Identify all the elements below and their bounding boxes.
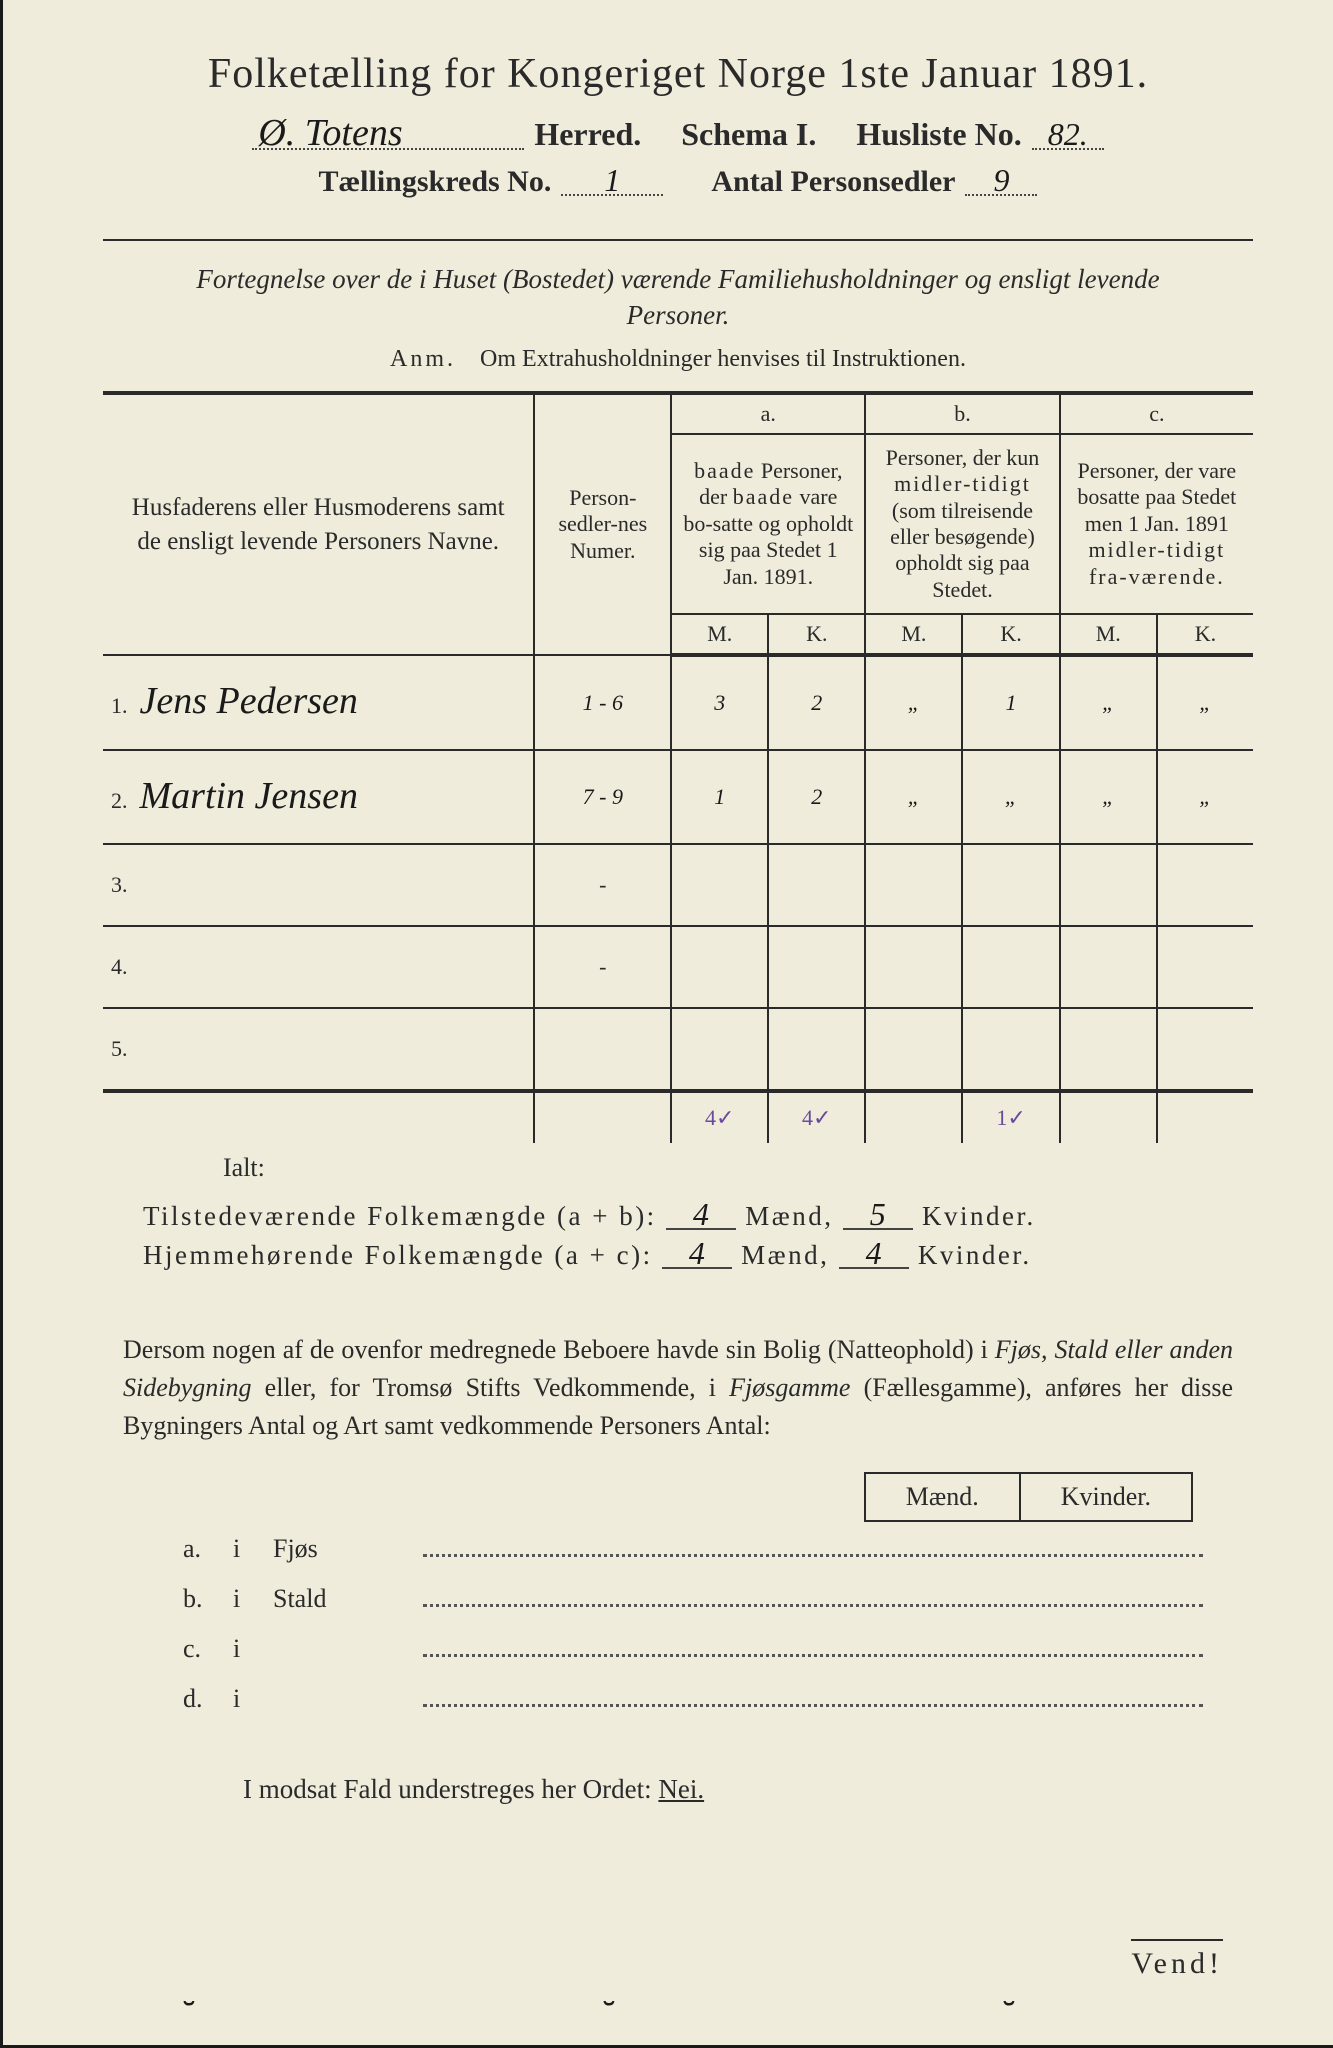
mk-header: M. (671, 614, 768, 655)
husliste-label: Husliste No. (856, 116, 1021, 153)
page-title: Folketælling for Kongeriget Norge 1ste J… (103, 50, 1253, 98)
mk-header: M. (865, 614, 962, 655)
mk-header: K. (1157, 614, 1253, 655)
tear-mark: ⏑ (1003, 1982, 1015, 2025)
kreds-label: Tællingskreds No. (319, 165, 552, 199)
cell: 3 (671, 655, 768, 750)
totals-line-1: Tilstedeværende Folkemængde (a + b): 4 M… (143, 1201, 1253, 1232)
person-name: Jens Pedersen (140, 680, 358, 722)
schema-label: Schema I. (681, 116, 816, 153)
header-line-2: Tællingskreds No. 1 Antal Personsedler 9 (103, 165, 1253, 199)
antal-label: Antal Personsedler (711, 165, 955, 199)
cell: „ (1060, 750, 1157, 844)
cell: „ (865, 655, 962, 750)
total-k: 5 (843, 1202, 913, 1230)
cell: 1 (962, 655, 1059, 750)
cell: „ (1060, 655, 1157, 750)
description: Fortegnelse over de i Huset (Bostedet) v… (143, 261, 1213, 334)
mk-header: M. (1060, 614, 1157, 655)
dotted-line (423, 1686, 1203, 1707)
col-a-label: a. (671, 393, 865, 434)
census-table: Husfaderens eller Husmoderens samt de en… (103, 391, 1253, 1143)
anm-text: Om Extrahusholdninger henvises til Instr… (480, 346, 966, 372)
table-row: 5. (103, 1008, 1253, 1091)
total-m: 4 (666, 1202, 736, 1230)
col-c-label: c. (1060, 393, 1253, 434)
totals-line-2: Hjemmehørende Folkemængde (a + c): 4 Mæn… (143, 1240, 1253, 1271)
total-m: 4 (662, 1241, 732, 1269)
bldg-row: b. i Stald (183, 1584, 1213, 1614)
table-row: 2.Martin Jensen 7 - 9 1 2 „ „ „ „ (103, 750, 1253, 844)
mk-header-row: Mænd. Kvinder. (103, 1472, 1193, 1522)
anm-label: Anm. (390, 346, 456, 372)
husliste-no: 82. (1032, 122, 1104, 150)
cell: „ (1157, 655, 1253, 750)
bldg-row: a. i Fjøs (183, 1534, 1213, 1564)
col-b-label: b. (865, 393, 1059, 434)
cell: „ (865, 750, 962, 844)
table-row: 1.Jens Pedersen 1 - 6 3 2 „ 1 „ „ (103, 655, 1253, 750)
check-mark: 1✓ (962, 1091, 1059, 1143)
kreds-no: 1 (561, 168, 663, 196)
cell: 1 (671, 750, 768, 844)
vend-label: Vend! (1131, 1939, 1223, 1981)
cell: „ (962, 750, 1059, 844)
building-paragraph: Dersom nogen af de ovenfor medregnede Be… (123, 1331, 1233, 1444)
total-k: 4 (839, 1241, 909, 1269)
dotted-line (423, 1586, 1203, 1607)
mk-header: K. (962, 614, 1059, 655)
header-line-1: Ø. Totens Herred. Schema I. Husliste No.… (103, 116, 1253, 153)
cell: „ (1157, 750, 1253, 844)
check-mark: 4✓ (671, 1091, 768, 1143)
col-c-text: Personer, der vare bosatte paa Stedet me… (1060, 434, 1253, 614)
cell: 1 - 6 (534, 655, 671, 750)
col-a-text: baade Personer, der baade vare bosatte o… (671, 434, 865, 614)
maend-header: Mænd. (864, 1472, 1019, 1522)
col-header-name: Husfaderens eller Husmoderens samt de en… (103, 393, 534, 655)
cell: 7 - 9 (534, 750, 671, 844)
census-page: Folketælling for Kongeriget Norge 1ste J… (0, 0, 1333, 2048)
check-mark: 4✓ (768, 1091, 865, 1143)
tear-mark: ⏑ (603, 1982, 615, 2025)
ialt-label: Ialt: (223, 1153, 1253, 1183)
dotted-line (423, 1636, 1203, 1657)
bldg-row: d. i (183, 1684, 1213, 1714)
person-name: Martin Jensen (140, 775, 358, 817)
herred-value: Ø. Totens (252, 118, 524, 150)
bldg-row: c. i (183, 1634, 1213, 1664)
tear-mark: ⏑ (183, 1982, 195, 2025)
table-row: 3. - (103, 844, 1253, 926)
dotted-line (423, 1536, 1203, 1557)
cell: 2 (768, 750, 865, 844)
nei-line: I modsat Fald understreges her Ordet: Ne… (243, 1774, 1253, 1805)
nei-word: Nei. (658, 1774, 704, 1804)
antal-no: 9 (965, 168, 1037, 196)
building-list: a. i Fjøs b. i Stald c. i d. i (183, 1534, 1213, 1714)
cell: - (534, 844, 671, 926)
col-b-text: Personer, der kun midler-tidigt (som til… (865, 434, 1059, 614)
cell: 2 (768, 655, 865, 750)
col-header-num: Person-sedler-nes Numer. (534, 393, 671, 655)
cell: - (534, 926, 671, 1008)
herred-label: Herred. (534, 116, 641, 153)
table-row: 4. - (103, 926, 1253, 1008)
check-row: 4✓ 4✓ 1✓ (103, 1091, 1253, 1143)
anm-line: Anm. Om Extrahusholdninger henvises til … (103, 346, 1253, 373)
kvinder-header: Kvinder. (1019, 1472, 1193, 1522)
mk-header: K. (768, 614, 865, 655)
divider (103, 239, 1253, 241)
